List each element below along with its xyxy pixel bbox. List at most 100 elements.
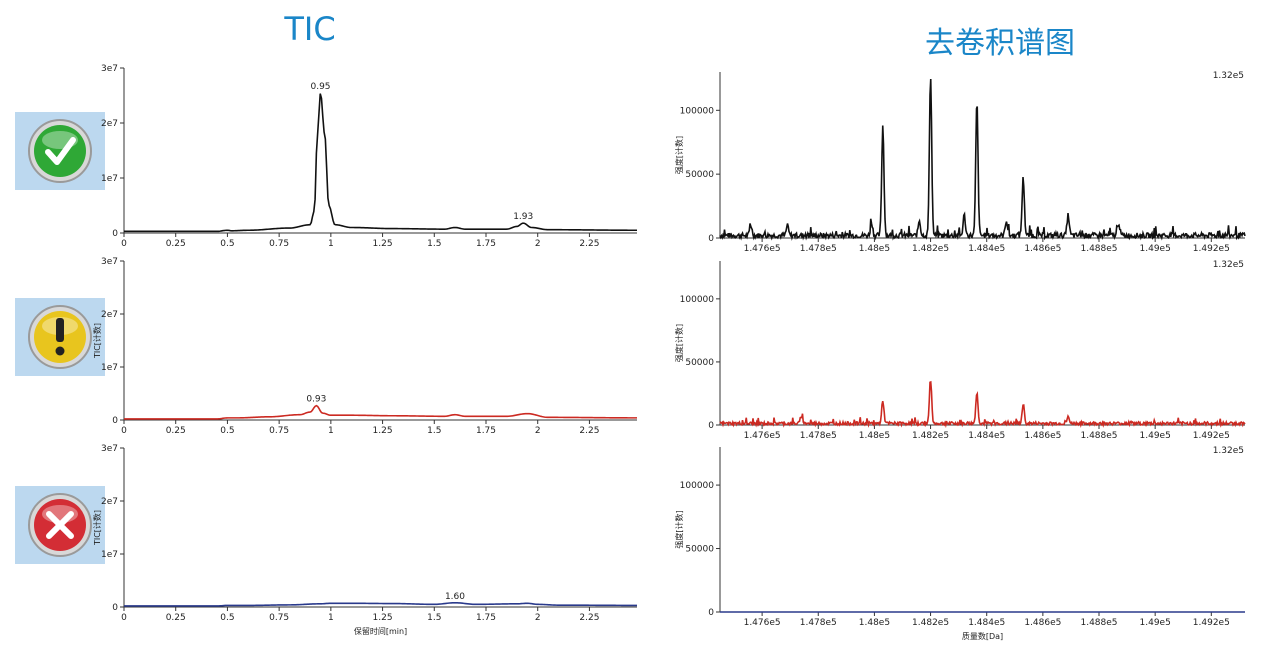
x-tick-label: 1.75 [476, 239, 496, 249]
y-tick-label: 1e7 [101, 174, 118, 184]
x-tick-label: 0.5 [220, 426, 234, 436]
y-axis-label: TIC[计数] [92, 510, 102, 546]
x-axis-label: 质量数[Da] [962, 631, 1003, 641]
peak-label: 1.93 [513, 212, 533, 222]
deconv-top-chart: 1.476e5 1.478e5 1.48e5 1.482e5 1.484e5 1.486e… [674, 71, 1246, 254]
x-tick-label: 1.492e5 [1193, 244, 1230, 254]
x-tick-label: 2.25 [579, 613, 599, 623]
y-tick-label: 50000 [685, 358, 714, 368]
tic-middle-chart: 0 0.25 0.5 0.75 1 1.25 1.5 1.75 2 2.25 0 1e7 2e7 3e7 T… [92, 257, 637, 436]
x-tick-label: 2 [535, 426, 541, 436]
series-line [719, 380, 1246, 429]
x-tick-label: 1.5 [427, 613, 441, 623]
y-tick-label: 0 [708, 608, 714, 618]
x-tick-label: 1 [328, 613, 334, 623]
y-tick-label: 50000 [685, 545, 714, 555]
x-tick-label: 1 [328, 426, 334, 436]
y-tick-label: 100000 [680, 481, 715, 491]
x-tick-label: 1.476e5 [744, 618, 781, 628]
y-tick-label: 100000 [680, 106, 715, 116]
x-tick-label: 1.488e5 [1080, 244, 1117, 254]
y-axis-label: 强度[计数] [674, 136, 684, 174]
x-tick-label: 1.49e5 [1140, 431, 1171, 441]
deconvolution-section-title: 去卷积谱图 [925, 26, 1075, 61]
x-tick-label: 1.49e5 [1140, 244, 1171, 254]
tic-section-title: TIC [284, 10, 336, 48]
x-tick-label: 1.25 [373, 613, 393, 623]
y-tick-label: 2e7 [101, 119, 118, 129]
x-tick-label: 1.482e5 [912, 431, 949, 441]
x-tick-label: 0 [121, 613, 127, 623]
y-tick-label: 2e7 [101, 310, 118, 320]
x-tick-label: 1.48e5 [859, 618, 890, 628]
y-tick-label: 0 [708, 234, 714, 244]
tic-top-chart: 0 0.25 0.5 0.75 1 1.25 1.5 1.75 2 2.25 0 1e7 2e7 3e7 0… [101, 64, 637, 249]
x-tick-label: 1.5 [427, 239, 441, 249]
x-tick-label: 1 [328, 239, 334, 249]
y-axis-label: 强度[计数] [674, 324, 684, 362]
x-tick-label: 1.25 [373, 239, 393, 249]
x-tick-label: 1.5 [427, 426, 441, 436]
x-tick-label: 0.75 [269, 239, 289, 249]
x-tick-label: 0.25 [166, 239, 186, 249]
close-icon [15, 486, 105, 564]
y-tick-label: 0 [112, 229, 118, 239]
x-tick-label: 1.476e5 [744, 244, 781, 254]
x-tick-label: 1.486e5 [1024, 618, 1061, 628]
x-tick-label: 1.482e5 [912, 244, 949, 254]
x-tick-label: 0.5 [220, 613, 234, 623]
series-line [124, 404, 637, 420]
deconv-bottom-chart: 1.476e5 1.478e5 1.48e5 1.482e5 1.484e5 1.486e… [674, 446, 1245, 641]
tic-bottom-chart: 0 0.25 0.5 0.75 1 1.25 1.5 1.75 2 2.25 0 1e7 2e7 3e7 T… [92, 444, 637, 636]
peak-label: 1.60 [445, 592, 465, 602]
x-tick-label: 1.25 [373, 426, 393, 436]
x-tick-label: 1.488e5 [1080, 431, 1117, 441]
x-axis-label: 保留时间[min] [354, 626, 407, 636]
x-tick-label: 1.48e5 [859, 244, 890, 254]
series-line [124, 601, 637, 607]
x-tick-label: 1.484e5 [968, 244, 1005, 254]
y-tick-label: 0 [112, 416, 118, 426]
x-tick-label: 0 [121, 426, 127, 436]
y-tick-label: 1e7 [101, 550, 118, 560]
x-tick-label: 2.25 [579, 239, 599, 249]
x-tick-label: 1.75 [476, 613, 496, 623]
x-tick-label: 1.478e5 [800, 618, 837, 628]
x-tick-label: 2 [535, 613, 541, 623]
x-tick-label: 0.25 [166, 426, 186, 436]
max-intensity-label: 1.32e5 [1213, 71, 1244, 81]
x-tick-label: 1.48e5 [859, 431, 890, 441]
y-tick-label: 50000 [685, 170, 714, 180]
x-tick-label: 0.25 [166, 613, 186, 623]
x-tick-label: 1.478e5 [800, 244, 837, 254]
max-intensity-label: 1.32e5 [1213, 260, 1244, 270]
y-tick-label: 1e7 [101, 363, 118, 373]
x-tick-label: 2 [535, 239, 541, 249]
y-tick-label: 0 [708, 421, 714, 431]
y-tick-label: 100000 [680, 295, 715, 305]
x-tick-label: 1.484e5 [968, 431, 1005, 441]
deconv-middle-chart: 1.476e5 1.478e5 1.48e5 1.482e5 1.484e5 1.486e… [674, 260, 1246, 441]
x-tick-label: 1.476e5 [744, 431, 781, 441]
peak-label: 0.93 [306, 395, 326, 405]
check-icon [15, 112, 105, 190]
x-tick-label: 0.5 [220, 239, 234, 249]
x-tick-label: 1.488e5 [1080, 618, 1117, 628]
y-tick-label: 0 [112, 603, 118, 613]
exclamation-icon [15, 298, 105, 376]
y-tick-label: 3e7 [101, 64, 118, 74]
y-tick-label: 2e7 [101, 497, 118, 507]
y-axis-label: 强度[计数] [674, 510, 684, 548]
max-intensity-label: 1.32e5 [1213, 446, 1244, 456]
y-axis-label: TIC[计数] [92, 323, 102, 359]
x-tick-label: 1.484e5 [968, 618, 1005, 628]
series-line [124, 93, 637, 233]
x-tick-label: 0.75 [269, 426, 289, 436]
x-tick-label: 1.478e5 [800, 431, 837, 441]
x-tick-label: 1.486e5 [1024, 431, 1061, 441]
y-tick-label: 3e7 [101, 257, 118, 267]
x-tick-label: 0.75 [269, 613, 289, 623]
series-line [719, 78, 1246, 241]
x-tick-label: 1.492e5 [1193, 618, 1230, 628]
y-tick-label: 3e7 [101, 444, 118, 454]
